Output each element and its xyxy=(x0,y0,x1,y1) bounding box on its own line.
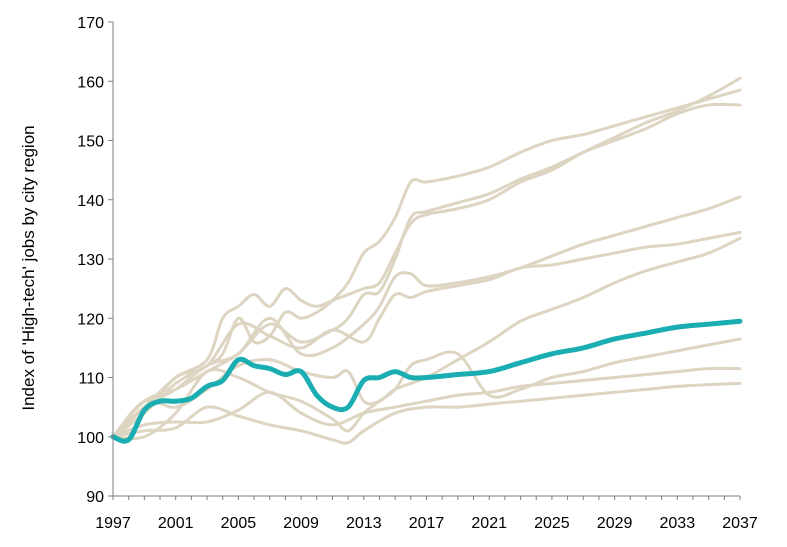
y-tick-label: 160 xyxy=(77,74,104,91)
highlight-series-group xyxy=(110,318,743,444)
series-line-5 xyxy=(111,230,742,439)
series-line-4 xyxy=(111,195,742,439)
y-tick-label: 110 xyxy=(78,371,104,388)
y-tick-label: 140 xyxy=(77,193,104,210)
x-tick-label: 2025 xyxy=(534,515,570,532)
y-tick-label: 100 xyxy=(77,430,104,447)
highlight-series-line xyxy=(110,318,743,444)
x-tick-label: 2037 xyxy=(722,515,758,532)
x-tick-label: 2013 xyxy=(346,515,382,532)
series-line-8 xyxy=(111,366,742,439)
x-tick-label: 2001 xyxy=(158,515,194,532)
x-tick-label: 2021 xyxy=(471,515,507,532)
y-tick-labels: 90 100 110 120 130 140 150 160 170 xyxy=(77,15,104,506)
x-tick-label: 2033 xyxy=(660,515,696,532)
x-tick-labels: 1997 2001 2005 2009 2013 2017 2021 2025 2029 2033… xyxy=(95,515,758,532)
y-axis-label: Index of 'High-tech' jobs by city region xyxy=(19,125,38,410)
y-tick-label: 170 xyxy=(77,15,104,32)
x-tick-label: 2005 xyxy=(221,515,257,532)
y-tick-label: 120 xyxy=(77,311,104,328)
x-tick-label: 1997 xyxy=(95,515,131,532)
series-line-7 xyxy=(111,337,742,440)
axes xyxy=(108,21,741,500)
x-tick-label: 2029 xyxy=(597,515,633,532)
y-tick-label: 130 xyxy=(77,252,104,269)
x-tick-label: 2017 xyxy=(409,515,445,532)
series-line-9 xyxy=(111,381,742,445)
series-line-2 xyxy=(111,76,742,439)
y-tick-label: 90 xyxy=(86,489,104,506)
y-tick-label: 150 xyxy=(77,134,104,151)
x-tick-label: 2009 xyxy=(283,515,319,532)
